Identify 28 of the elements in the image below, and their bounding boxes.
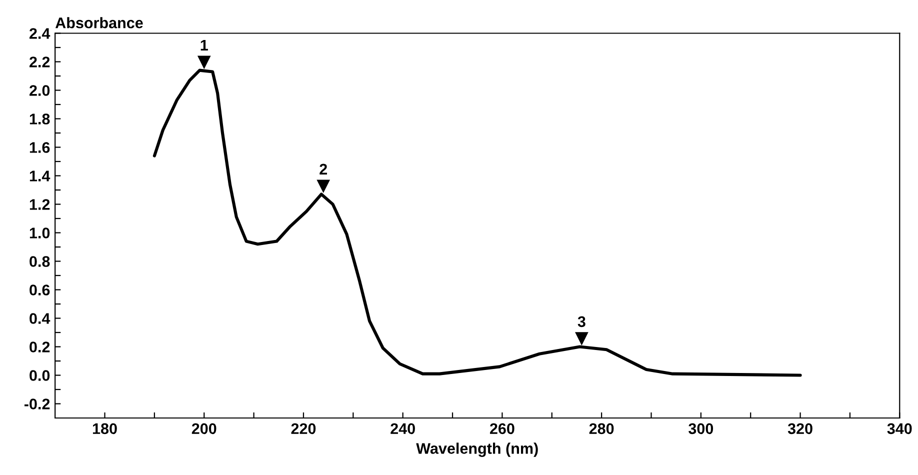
- annotation: 3: [578, 316, 586, 328]
- x-tick-label: 200: [192, 423, 216, 434]
- y-tick-label: 2.2: [30, 56, 50, 68]
- x-tick-label: 240: [390, 423, 415, 434]
- y-tick-label: 2.0: [30, 85, 50, 96]
- y-tick-label: 1.8: [30, 114, 50, 124]
- y-axis-title: Absorbance: [55, 17, 143, 28]
- x-axis-title: Wavelength (nm): [416, 442, 538, 457]
- y-tick-label: 0.4: [30, 313, 50, 324]
- y-tick-label: 0.8: [30, 256, 50, 267]
- y-tick-label: 1.0: [30, 228, 50, 238]
- annotation: 2: [320, 164, 327, 174]
- y-tick-label: 0.2: [30, 342, 50, 352]
- x-tick-label: 220: [291, 423, 316, 434]
- y-tick-label: 1.6: [30, 142, 50, 153]
- y-tick-label: 1.4: [30, 170, 50, 182]
- y-tick-label: 0.6: [30, 284, 50, 296]
- x-tick-label: 320: [788, 423, 812, 434]
- x-tick-label: 260: [490, 423, 514, 434]
- y-tick-label: 0.0: [30, 370, 50, 381]
- y-tick-label: 2.4: [30, 28, 50, 39]
- x-tick-label: 340: [887, 423, 912, 434]
- y-tick-label: -0.2: [24, 398, 50, 410]
- x-tick-label: 300: [688, 423, 714, 434]
- x-tick-label: 180: [92, 423, 117, 434]
- y-tick-label: 1.2: [30, 199, 50, 210]
- x-tick-label: 280: [589, 423, 614, 434]
- annotation: 1: [200, 40, 208, 50]
